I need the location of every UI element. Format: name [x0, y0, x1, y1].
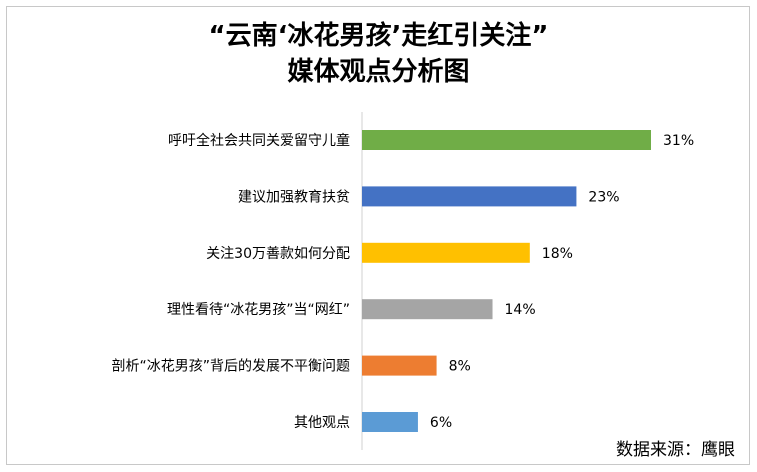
bar-3	[362, 242, 530, 263]
bar-2	[362, 186, 577, 207]
chart-title-line-1: “云南‘冰花男孩’走红引关注”	[208, 21, 549, 51]
chart-title: “云南‘冰花男孩’走红引关注” 媒体观点分析图	[0, 18, 757, 90]
bar-5	[362, 355, 437, 376]
bar-6	[362, 412, 418, 432]
category-label-2: 建议加强教育扶贫	[238, 189, 350, 205]
bar-series: 呼吁全社会共同关爱留守儿童 31% 建议加强教育扶贫 23% 关注30万善款如何分配 18…	[111, 130, 694, 432]
category-label-6: 其他观点	[294, 415, 350, 431]
chart-frame	[6, 6, 750, 465]
category-label-4: 理性看待“冰花男孩”当“网红”	[167, 302, 350, 318]
value-label-5: 8%	[449, 359, 471, 375]
value-label-1: 31%	[663, 133, 694, 149]
bar-4	[362, 299, 493, 320]
bar-1	[362, 130, 651, 150]
category-label-1: 呼吁全社会共同关爱留守儿童	[168, 132, 350, 149]
value-label-6: 6%	[430, 415, 452, 431]
value-label-2: 23%	[588, 189, 619, 205]
category-label-3: 关注30万善款如何分配	[206, 246, 350, 262]
category-label-5: 剖析“冰花男孩”背后的发展不平衡问题	[111, 359, 350, 375]
value-label-3: 18%	[542, 246, 573, 262]
chart-title-line-2: 媒体观点分析图	[287, 57, 470, 87]
value-label-4: 14%	[505, 302, 536, 318]
data-source-note: 数据来源：鹰眼	[616, 440, 735, 460]
